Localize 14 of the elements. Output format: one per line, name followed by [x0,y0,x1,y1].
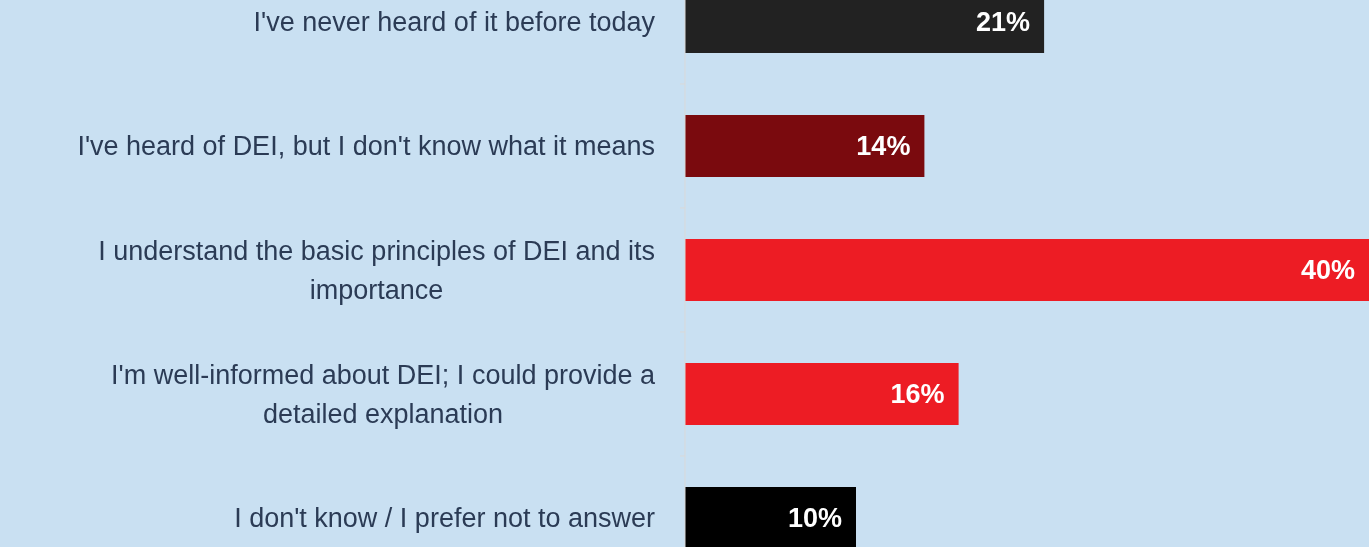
data-label: 40% [1300,255,1355,286]
bar [685,115,925,177]
data-label: 14% [856,131,911,162]
bar [685,363,959,425]
bar [685,239,1369,301]
y-tick-label: I don't know / I prefer not to answer [234,503,656,534]
data-label: 21% [976,7,1031,38]
data-label: 16% [890,379,945,410]
y-tick-label: I've never heard of it before today [253,7,656,38]
y-tick-label: I understand the basic principles of DEI and its importance [98,235,655,305]
y-tick-label: I'm well-informed about DEI; I could provide a detailed explanation [111,359,656,429]
y-tick-label: I've heard of DEI, but I don't know what it means [77,131,656,162]
bar [685,487,856,547]
data-label: 10% [787,503,842,534]
